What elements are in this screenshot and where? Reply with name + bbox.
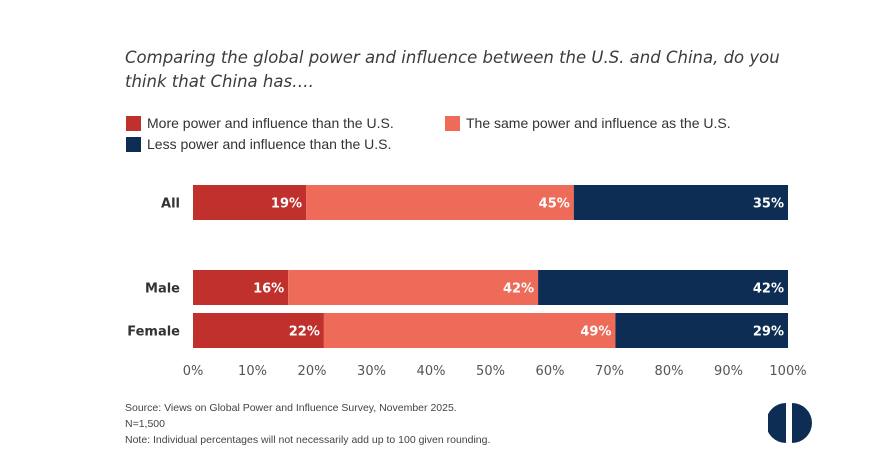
legend-label-less: Less power and influence than the U.S. bbox=[147, 136, 392, 152]
half-circle-logo-icon bbox=[768, 403, 812, 443]
data-label-female-series-1: 22% bbox=[289, 325, 320, 340]
chart-title: Comparing the global power and influence… bbox=[125, 48, 780, 91]
x-tick-label-10: 10% bbox=[238, 364, 267, 379]
rounding-note: Note: Individual percentages will not ne… bbox=[125, 434, 491, 446]
x-tick-label-60: 60% bbox=[536, 364, 565, 379]
x-tick-label-30: 30% bbox=[357, 364, 386, 379]
x-tick-label-80: 80% bbox=[655, 364, 684, 379]
data-label-female-series-2: 49% bbox=[580, 325, 611, 340]
category-label-female: Female bbox=[127, 325, 180, 340]
data-label-all-series-1: 19% bbox=[271, 197, 302, 212]
x-tick-label-50: 50% bbox=[476, 364, 505, 379]
data-label-male-series-1: 16% bbox=[253, 282, 284, 297]
bar-all-series-2 bbox=[306, 185, 574, 220]
source-note: Source: Views on Global Power and Influe… bbox=[125, 402, 457, 414]
legend-swatch-less bbox=[126, 136, 141, 152]
x-tick-label-90: 90% bbox=[714, 364, 743, 379]
bar-male-series-2 bbox=[288, 270, 539, 305]
x-tick-label-0: 0% bbox=[183, 364, 204, 379]
legend-item-same: The same power and influence as the U.S. bbox=[445, 115, 731, 131]
legend-item-more: More power and influence than the U.S. bbox=[126, 115, 394, 131]
data-label-all-series-2: 45% bbox=[539, 197, 570, 212]
data-label-all-series-3: 35% bbox=[753, 197, 784, 212]
legend-label-same: The same power and influence as the U.S. bbox=[466, 115, 731, 131]
legend-swatch-more bbox=[126, 115, 141, 131]
bar-male-series-1 bbox=[193, 270, 289, 305]
x-tick-label-70: 70% bbox=[595, 364, 624, 379]
category-label-male: Male bbox=[145, 282, 180, 297]
data-label-male-series-2: 42% bbox=[503, 282, 534, 297]
bar-all-series-1 bbox=[193, 185, 307, 220]
x-tick-label-20: 20% bbox=[298, 364, 327, 379]
x-tick-label-100: 100% bbox=[769, 364, 806, 379]
sample-size-note: N=1,500 bbox=[125, 418, 165, 430]
bar-female-series-2 bbox=[323, 313, 616, 348]
data-label-male-series-3: 42% bbox=[753, 282, 784, 297]
legend-item-less: Less power and influence than the U.S. bbox=[126, 136, 391, 152]
data-label-female-series-3: 29% bbox=[753, 325, 784, 340]
x-tick-label-40: 40% bbox=[417, 364, 446, 379]
bar-female-series-3 bbox=[615, 313, 788, 348]
bar-all-series-3 bbox=[573, 185, 788, 220]
legend-swatch-same bbox=[445, 115, 460, 131]
legend-label-more: More power and influence than the U.S. bbox=[147, 115, 394, 131]
bar-male-series-3 bbox=[538, 270, 788, 305]
category-label-all: All bbox=[161, 197, 180, 212]
bar-female-series-1 bbox=[193, 313, 324, 348]
